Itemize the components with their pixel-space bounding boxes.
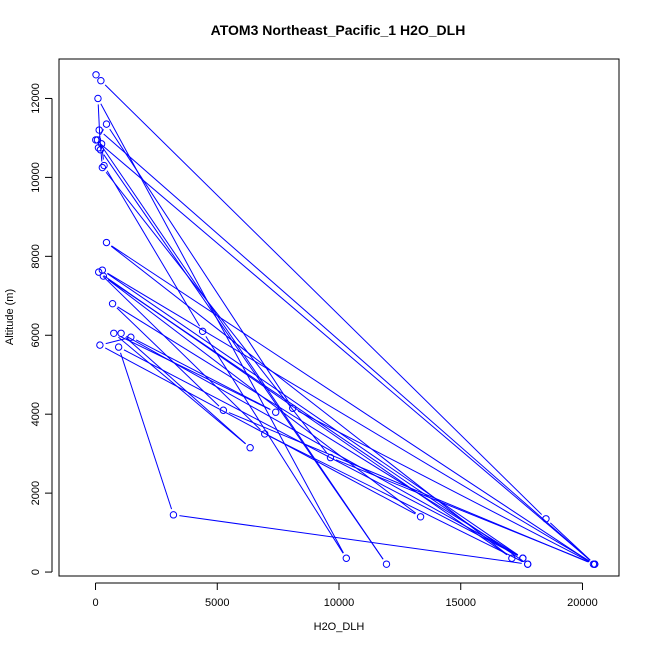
data-point: [326, 453, 335, 462]
data-point: [108, 299, 117, 308]
x-tick-label: 5000: [205, 597, 229, 609]
series-segment: [135, 339, 271, 410]
series-segment: [123, 349, 518, 556]
series-segment: [103, 154, 384, 560]
series-layer: [92, 71, 599, 568]
data-point: [261, 430, 269, 438]
series-segment: [118, 336, 246, 445]
data-point: [382, 560, 391, 568]
data-point: [416, 513, 425, 521]
x-axis-label: H2O_DLH: [314, 621, 365, 633]
data-point: [589, 560, 598, 568]
data-point: [246, 444, 254, 452]
y-tick-label: 6000: [30, 323, 42, 347]
series-segment: [103, 133, 591, 561]
data-point: [219, 406, 228, 414]
data-point: [102, 238, 111, 247]
data-point: [93, 136, 102, 144]
data-point: [98, 163, 107, 172]
y-tick-label: 2000: [30, 481, 42, 505]
series-segment: [117, 306, 518, 556]
series-segment: [269, 436, 523, 562]
series-segment: [126, 335, 518, 556]
series-segment: [102, 275, 261, 431]
y-tick-label: 0: [30, 569, 42, 575]
x-tick-label: 15000: [445, 597, 476, 609]
series-segment: [125, 336, 246, 445]
y-axis: 0 2000 4000 6000 8000 10000 12000: [30, 83, 53, 575]
data-point: [95, 126, 103, 134]
data-point: [169, 511, 178, 519]
x-tick-label: 10000: [324, 597, 355, 609]
series-segment: [107, 272, 590, 562]
data-point: [100, 161, 108, 170]
data-point: [342, 554, 351, 562]
y-axis-label: Altitude (m): [4, 289, 16, 345]
data-point: [94, 268, 103, 276]
series-segment: [107, 273, 519, 556]
series-segment: [100, 103, 344, 554]
data-point: [99, 272, 108, 280]
data-point: [271, 408, 280, 416]
data-point: [97, 77, 105, 85]
data-point: [117, 329, 125, 337]
data-point: [542, 515, 550, 523]
series-segment: [110, 245, 508, 555]
series-segment: [228, 412, 589, 563]
series-segment: [205, 336, 344, 554]
series-segment: [297, 410, 590, 562]
series-segment: [111, 245, 589, 562]
x-tick-label: 0: [92, 597, 98, 609]
series-segment: [99, 135, 103, 162]
y-tick-label: 8000: [30, 244, 42, 268]
data-point: [127, 333, 135, 341]
y-tick-label: 4000: [30, 402, 42, 426]
x-tick-label: 20000: [567, 597, 598, 609]
series-segment: [179, 515, 522, 564]
data-point: [94, 94, 102, 103]
y-tick-label: 10000: [30, 162, 42, 193]
data-point: [523, 560, 532, 568]
chart-title: ATOM3 Northeast_Pacific_1 H2O_DLH: [211, 22, 466, 38]
series-segment: [109, 128, 290, 404]
data-point: [519, 554, 527, 562]
series-segment: [118, 335, 271, 411]
data-point: [96, 341, 104, 349]
series-segment: [107, 279, 417, 514]
data-point: [92, 71, 100, 79]
series-segment: [104, 84, 543, 515]
x-axis: 0 5000 10000 15000 20000: [92, 582, 598, 609]
y-tick-label: 12000: [30, 83, 42, 114]
data-point: [96, 146, 105, 154]
data-point: [114, 343, 123, 351]
data-point: [508, 554, 516, 562]
series-segment: [101, 149, 104, 160]
series-segment: [120, 352, 173, 510]
series-segment: [100, 143, 591, 561]
series-segment: [104, 347, 416, 515]
data-point: [110, 329, 118, 337]
data-point: [102, 120, 111, 128]
data-point: [198, 327, 207, 336]
series-segment: [106, 170, 201, 327]
series-segment: [100, 144, 384, 560]
series-segment: [105, 338, 126, 345]
plot-frame: [58, 58, 620, 577]
data-point: [289, 404, 297, 412]
series-segment: [107, 279, 524, 562]
